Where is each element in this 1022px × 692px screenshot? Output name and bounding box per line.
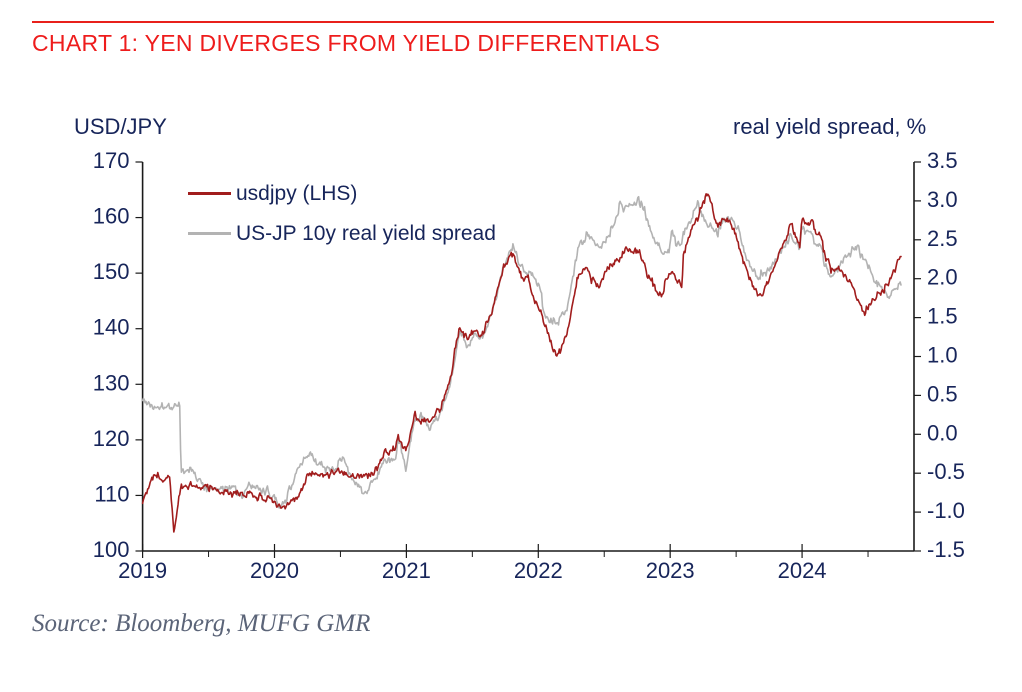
svg-text:1.0: 1.0 (927, 343, 958, 368)
svg-text:3.5: 3.5 (927, 148, 958, 173)
svg-text:3.0: 3.0 (927, 187, 958, 212)
svg-text:2020: 2020 (250, 558, 299, 583)
svg-text:-0.5: -0.5 (927, 459, 965, 484)
svg-text:140: 140 (93, 315, 130, 340)
svg-text:2023: 2023 (646, 558, 695, 583)
svg-text:160: 160 (93, 204, 130, 229)
svg-text:0.5: 0.5 (927, 381, 958, 406)
svg-text:2.0: 2.0 (927, 265, 958, 290)
svg-text:2019: 2019 (118, 558, 167, 583)
svg-text:usdjpy (LHS): usdjpy (LHS) (236, 182, 357, 205)
svg-text:150: 150 (93, 259, 130, 284)
svg-text:170: 170 (93, 148, 130, 173)
svg-text:-1.0: -1.0 (927, 498, 965, 523)
svg-text:110: 110 (94, 481, 129, 506)
svg-text:130: 130 (93, 370, 130, 395)
svg-text:0.0: 0.0 (927, 420, 958, 445)
svg-text:US-JP 10y real yield spread: US-JP 10y real yield spread (236, 222, 496, 245)
svg-text:120: 120 (93, 426, 130, 451)
svg-text:2024: 2024 (778, 558, 827, 583)
svg-text:2.5: 2.5 (927, 226, 958, 251)
svg-text:-1.5: -1.5 (927, 537, 965, 562)
svg-text:2022: 2022 (514, 558, 563, 583)
svg-text:1.5: 1.5 (927, 304, 958, 329)
svg-text:2021: 2021 (382, 558, 431, 583)
